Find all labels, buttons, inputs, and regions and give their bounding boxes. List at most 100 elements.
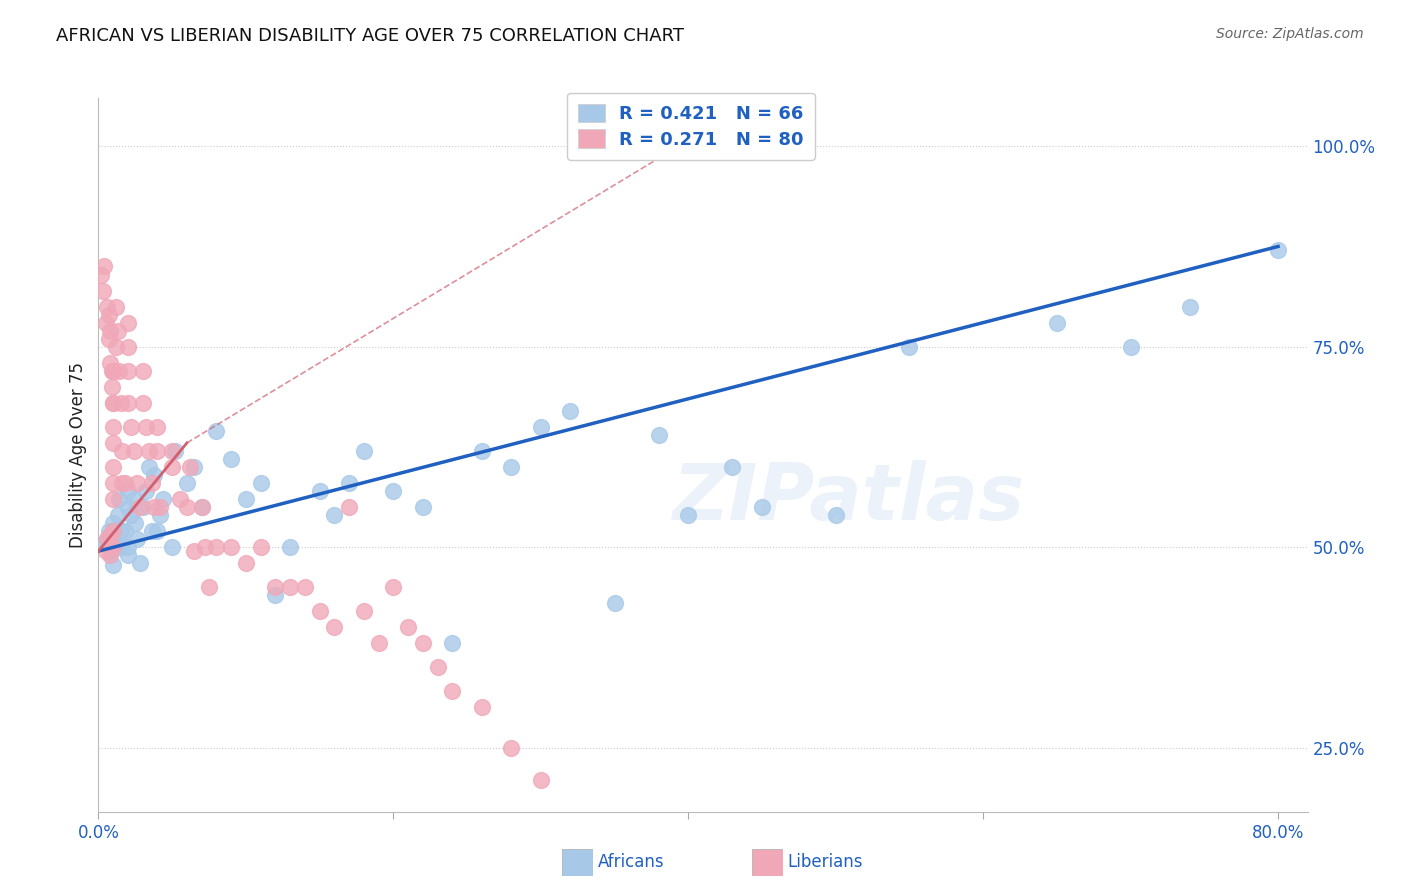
Point xyxy=(122,444,145,458)
Point xyxy=(169,491,191,506)
Point xyxy=(367,636,389,650)
Point xyxy=(396,620,419,634)
Point xyxy=(120,508,142,522)
Point xyxy=(678,508,700,522)
Point xyxy=(165,444,187,458)
Point xyxy=(117,396,139,410)
Point xyxy=(308,483,330,498)
Point xyxy=(219,540,242,554)
Point xyxy=(101,524,124,538)
Point xyxy=(235,556,257,570)
Point xyxy=(97,332,120,346)
Point xyxy=(100,364,122,378)
Point xyxy=(96,532,118,546)
Point xyxy=(105,540,128,554)
Point xyxy=(412,500,434,514)
Point xyxy=(101,541,124,556)
Point xyxy=(160,540,183,554)
Point xyxy=(648,428,671,442)
Point xyxy=(501,740,523,755)
Point xyxy=(441,636,464,650)
Point xyxy=(98,324,121,338)
Point xyxy=(100,380,122,394)
Point xyxy=(138,444,160,458)
Point xyxy=(105,300,128,314)
Point xyxy=(135,420,157,434)
Point xyxy=(122,491,145,506)
Point xyxy=(98,528,121,542)
Point xyxy=(141,524,163,538)
Point xyxy=(135,483,157,498)
Point xyxy=(94,536,117,550)
Point xyxy=(382,580,405,594)
Point xyxy=(353,604,375,618)
Point xyxy=(117,364,139,378)
Point xyxy=(323,508,346,522)
Point xyxy=(176,475,198,490)
Y-axis label: Disability Age Over 75: Disability Age Over 75 xyxy=(69,362,87,548)
Point xyxy=(125,532,148,546)
Point xyxy=(603,596,626,610)
Point xyxy=(337,475,360,490)
Point xyxy=(101,516,124,530)
Point xyxy=(101,524,124,538)
Point xyxy=(110,524,132,538)
Point xyxy=(412,636,434,650)
Point xyxy=(117,340,139,354)
Point xyxy=(128,500,150,514)
Point xyxy=(98,544,121,558)
Point xyxy=(120,420,142,434)
Point xyxy=(131,364,153,378)
Point xyxy=(117,548,139,562)
Point xyxy=(824,508,846,522)
Point xyxy=(114,475,136,490)
Point xyxy=(152,491,174,506)
Point xyxy=(1178,300,1201,314)
Point xyxy=(353,444,375,458)
Point xyxy=(235,491,257,506)
Point xyxy=(101,436,124,450)
Point xyxy=(1046,316,1069,330)
Point xyxy=(107,508,129,522)
Point xyxy=(105,340,128,354)
Point xyxy=(128,556,150,570)
Point xyxy=(110,396,132,410)
Point xyxy=(382,483,405,498)
Point xyxy=(138,459,160,474)
Point xyxy=(101,558,124,572)
Point xyxy=(249,540,271,554)
Point xyxy=(97,524,120,538)
Point xyxy=(194,540,217,554)
Point xyxy=(94,544,117,558)
Point xyxy=(117,316,139,330)
Point xyxy=(471,700,494,714)
Point xyxy=(1267,244,1289,258)
Point xyxy=(101,396,124,410)
Point xyxy=(101,540,124,554)
Point xyxy=(530,772,553,787)
Point xyxy=(426,660,449,674)
Text: Source: ZipAtlas.com: Source: ZipAtlas.com xyxy=(1216,27,1364,41)
Point xyxy=(143,500,166,514)
Point xyxy=(131,500,153,514)
Point xyxy=(98,356,121,370)
Point xyxy=(183,544,205,558)
Point xyxy=(125,475,148,490)
Point xyxy=(101,396,124,410)
Point xyxy=(117,540,139,554)
Point xyxy=(264,580,287,594)
Point xyxy=(176,500,198,514)
Point xyxy=(101,491,124,506)
Point xyxy=(160,459,183,474)
Point xyxy=(898,340,921,354)
Point xyxy=(205,540,228,554)
Point xyxy=(108,491,131,506)
Point xyxy=(124,516,146,530)
Point xyxy=(96,300,118,314)
Point xyxy=(117,500,139,514)
Point xyxy=(101,364,124,378)
Text: ZIPatlas: ZIPatlas xyxy=(672,459,1024,536)
Point xyxy=(90,268,112,282)
Point xyxy=(111,444,134,458)
Point xyxy=(1119,340,1142,354)
